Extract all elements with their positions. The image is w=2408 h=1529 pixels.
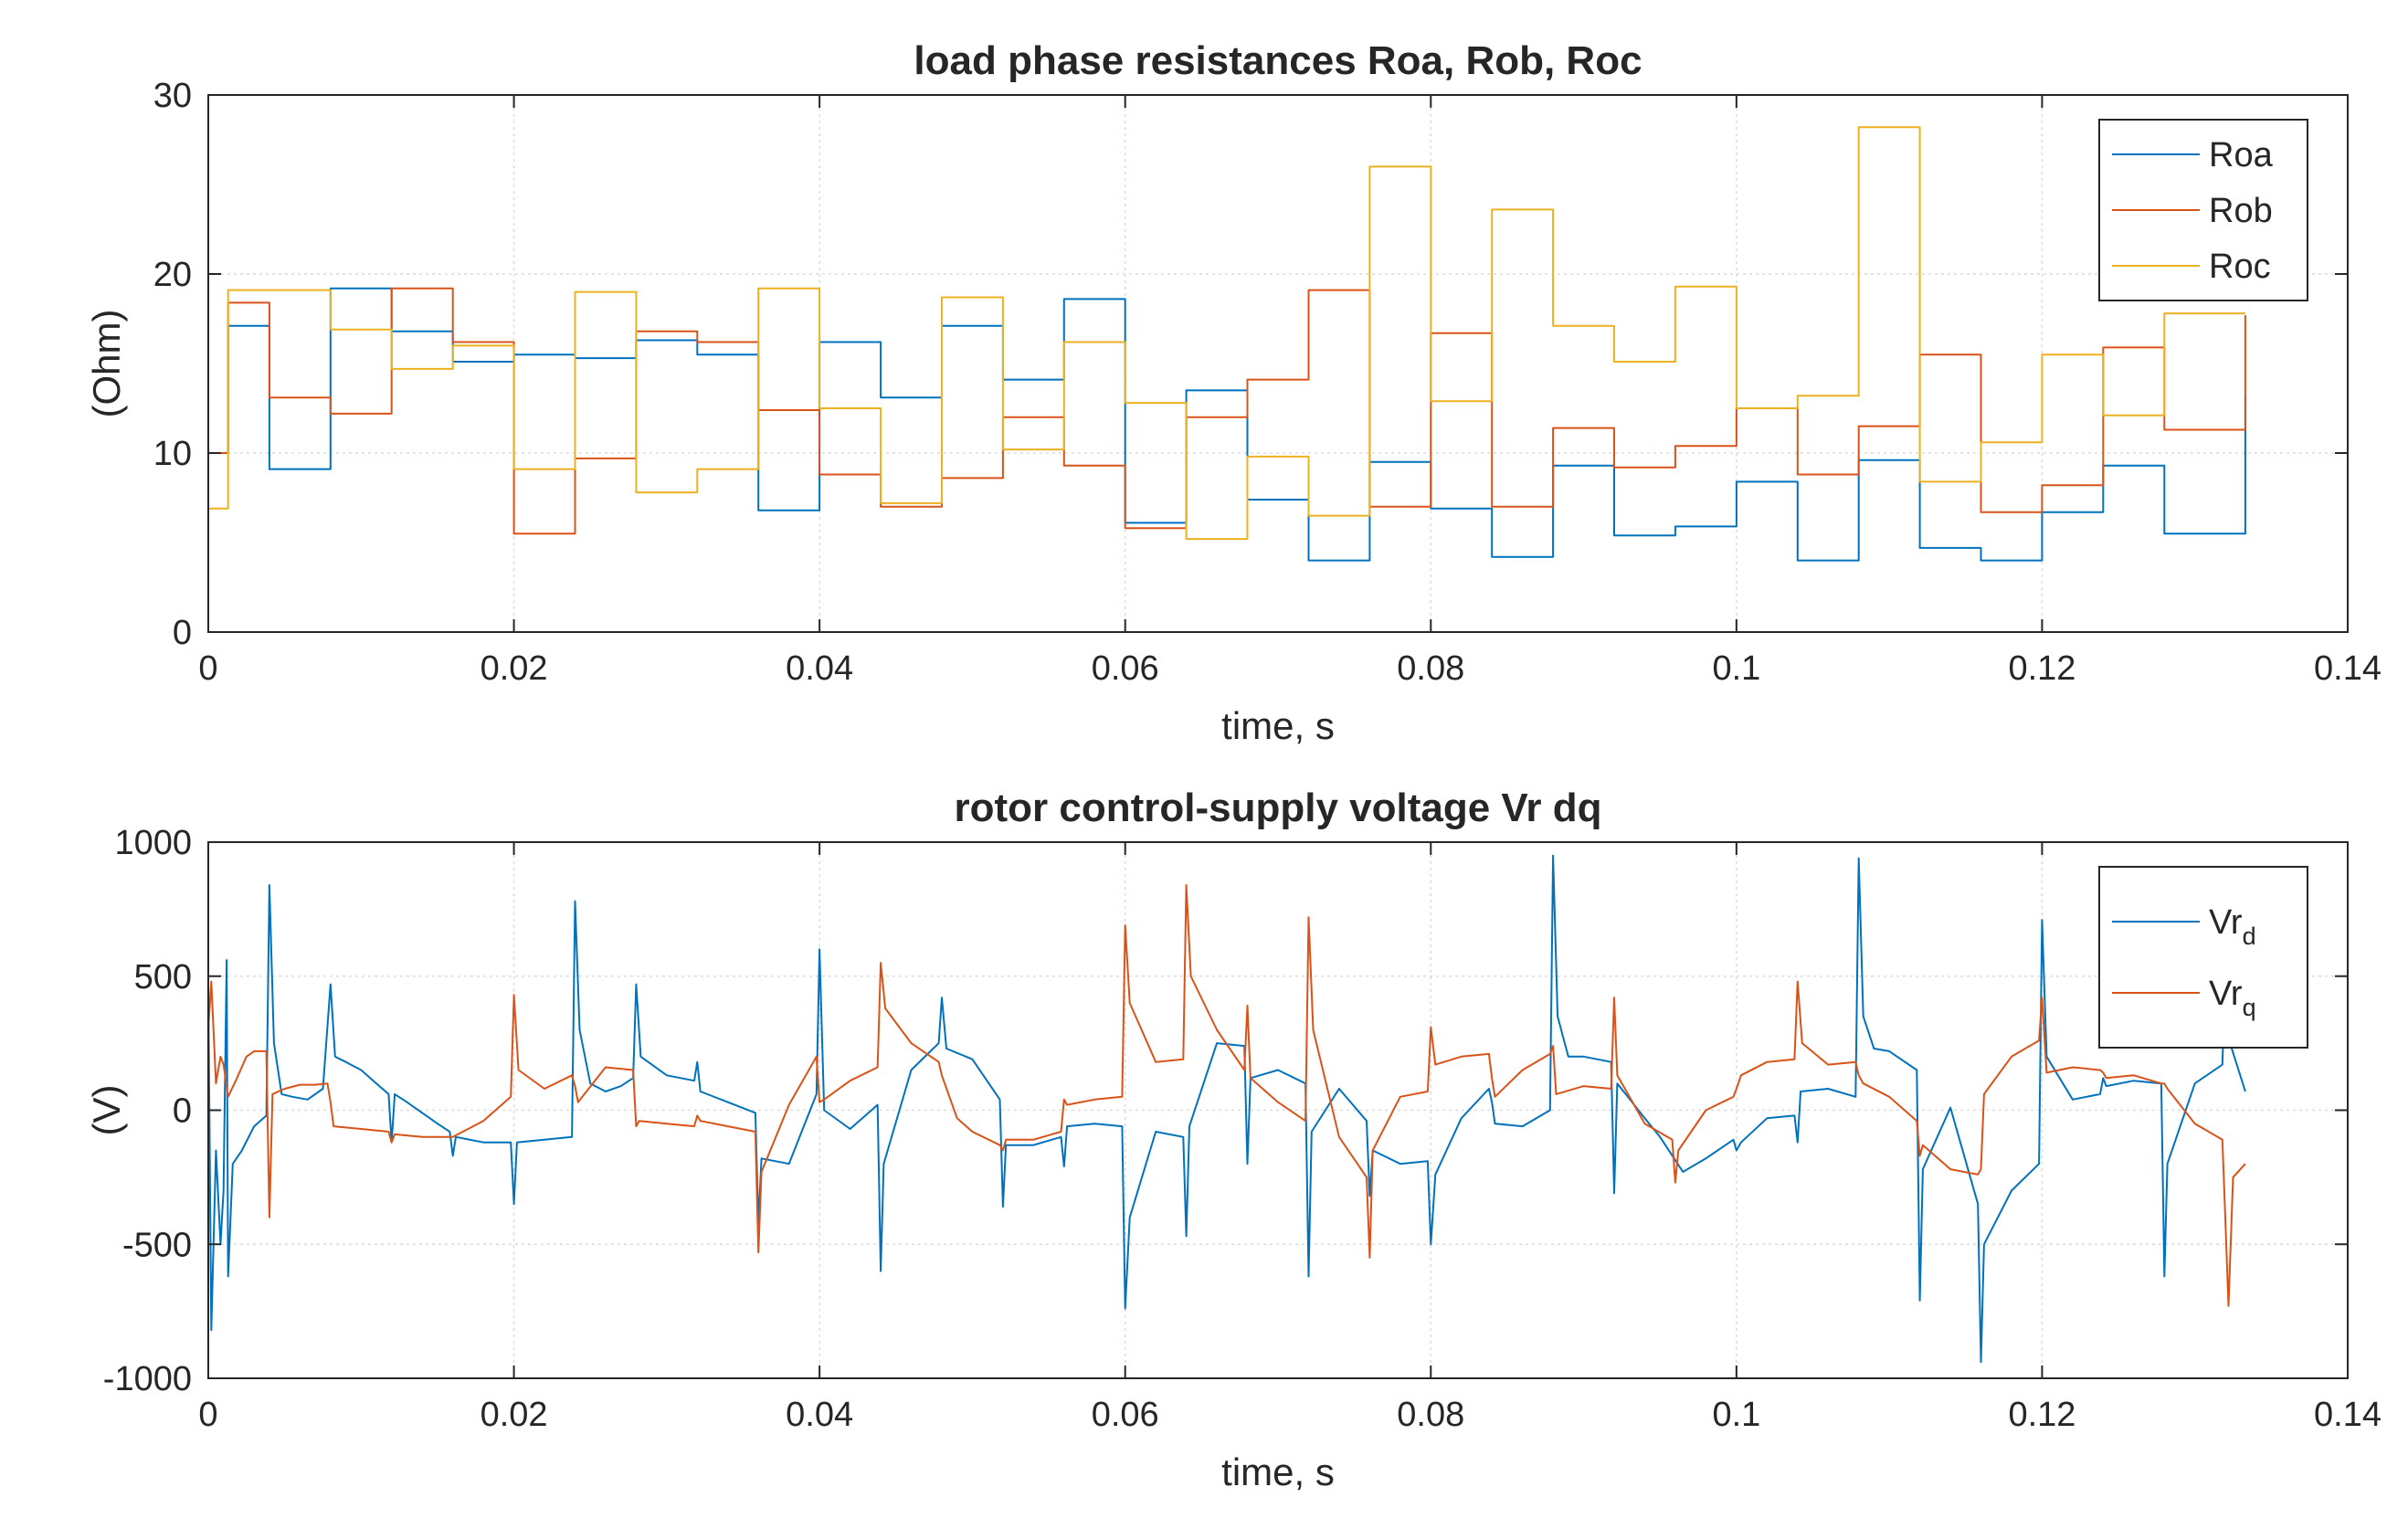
x-tick-label: 0.14 (2314, 1396, 2382, 1434)
x-axis-label: time, s (1221, 1450, 1335, 1493)
x-tick-label: 0.04 (786, 1396, 853, 1434)
chart-title: rotor control-supply voltage Vr dq (955, 786, 1602, 830)
legend-entry: Roa (2209, 136, 2274, 174)
x-tick-label: 0.06 (1092, 1396, 1159, 1434)
resistance-chart: load phase resistances Roa, Rob, Roc 0 0.… (85, 38, 2382, 747)
x-tick-label: 0.12 (2008, 1396, 2075, 1434)
y-tick-label: 10 (153, 435, 192, 473)
x-tick-label: 0.04 (786, 649, 853, 688)
legend: Roa Rob Roc (2098, 119, 2308, 301)
legend-entry: Rob (2209, 192, 2273, 230)
axes-frame (207, 94, 2349, 633)
x-tick-label: 0.14 (2314, 649, 2382, 688)
x-tick-label: 0.1 (1712, 649, 1760, 688)
x-tick-label: 0.02 (481, 1396, 548, 1434)
y-axis: -1000 -500 0 500 1000 (103, 824, 2348, 1398)
chart-title: load phase resistances Roa, Rob, Roc (914, 38, 1642, 83)
x-tick-label: 0.02 (481, 649, 548, 688)
y-tick-label: 500 (134, 958, 192, 996)
legend-entry: Roc (2209, 248, 2271, 286)
legend-box (2098, 866, 2308, 1049)
legend-subscript: q (2243, 994, 2256, 1021)
y-axis-label: (Ohm) (85, 310, 128, 418)
x-tick-label: 0.1 (1712, 1396, 1760, 1434)
x-tick-label: 0 (198, 649, 217, 688)
y-tick-label: 1000 (114, 824, 192, 862)
x-tick-label: 0 (198, 1396, 217, 1434)
voltage-chart: rotor control-supply voltage Vr dq 0 0.02… (85, 786, 2382, 1493)
legend-subscript: d (2243, 923, 2256, 950)
series-line-vrd (208, 854, 2246, 1364)
x-axis: 0 0.02 0.04 0.06 0.08 0.1 0.12 0.14 (198, 95, 2382, 688)
x-tick-label: 0.06 (1092, 649, 1159, 688)
x-axis-label: time, s (1221, 704, 1335, 747)
y-tick-label: 0 (173, 1092, 192, 1131)
plot-area (208, 126, 2246, 562)
x-axis: 0 0.02 0.04 0.06 0.08 0.1 0.12 0.14 (198, 842, 2382, 1434)
x-tick-label: 0.12 (2008, 649, 2075, 688)
y-axis-label: (V) (85, 1085, 128, 1136)
plot-area (208, 854, 2246, 1364)
y-axis: 0 10 20 30 (153, 77, 2348, 652)
y-tick-label: -1000 (103, 1360, 192, 1398)
y-tick-label: -500 (122, 1226, 192, 1264)
y-tick-label: 0 (173, 614, 192, 652)
x-tick-label: 0.08 (1397, 649, 1464, 688)
x-tick-label: 0.08 (1397, 1396, 1464, 1434)
series-line-vrq (208, 884, 2246, 1307)
y-tick-label: 30 (153, 77, 192, 115)
y-tick-label: 20 (153, 256, 192, 294)
grid (208, 842, 2348, 1378)
series-line-roc (208, 126, 2245, 541)
